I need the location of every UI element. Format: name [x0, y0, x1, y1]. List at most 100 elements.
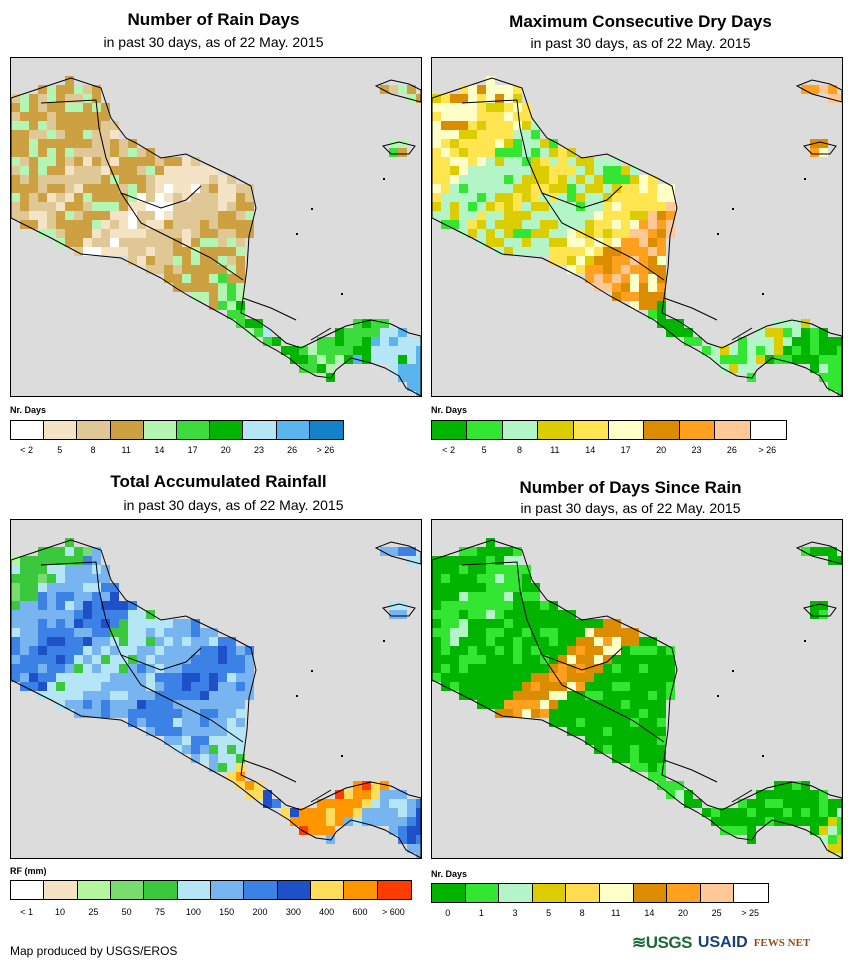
map-rain-days-svg — [11, 76, 421, 396]
coastline — [11, 77, 421, 396]
legend-tick-label: 14 — [585, 445, 596, 455]
legend-swatch — [44, 881, 78, 899]
legend-swatch — [77, 421, 111, 439]
country-border — [526, 619, 623, 671]
islet-dot — [717, 233, 719, 235]
island-outline — [374, 79, 421, 103]
country-border — [310, 789, 332, 803]
country-border — [120, 654, 172, 701]
legend-tick-label: < 2 — [442, 445, 456, 455]
legend-swatch — [679, 421, 716, 439]
legend-swatch — [750, 421, 786, 439]
legend-tick-label: 0 — [445, 908, 451, 918]
legend-2-label: Nr. Days — [431, 405, 468, 415]
usaid-logo: USAID — [697, 934, 748, 951]
legend-swatch — [599, 884, 634, 902]
legend-1-bar — [10, 420, 344, 440]
islet-dot — [383, 178, 385, 180]
legend-tick-label: 17 — [187, 445, 198, 455]
legend-swatch — [499, 884, 533, 902]
legend-tick-label: 5 — [57, 445, 63, 455]
panel-2-subtitle: in past 30 days, as of 22 May. 2015 — [530, 35, 751, 51]
country-border — [105, 157, 202, 209]
coastline — [432, 539, 842, 858]
islet-dot — [341, 755, 343, 757]
country-border — [663, 297, 718, 321]
islet-dot — [311, 208, 313, 210]
country-border — [541, 654, 593, 701]
map-pixel-grid — [11, 538, 421, 858]
map-pixel-grid — [432, 538, 842, 858]
legend-tick-label: 25 — [711, 908, 722, 918]
islet-dot — [296, 233, 298, 235]
legend-tick-label: 11 — [550, 445, 560, 455]
legend-tick-label: 50 — [121, 907, 132, 917]
panel-2-title: Maximum Consecutive Dry Days — [509, 12, 772, 31]
legend-tick-label: 14 — [644, 908, 655, 918]
legend-tick-label: 8 — [90, 445, 96, 455]
legend-swatch — [667, 884, 701, 902]
legend-swatch — [644, 421, 680, 439]
legend-tick-label: 17 — [620, 445, 631, 455]
legend-tick-label: 75 — [154, 907, 166, 917]
legend-1-ticks: < 2 5 8 11 14 17 20 23 26 > 26 — [10, 445, 342, 457]
legend-tick-label: 26 — [726, 445, 737, 455]
legend-swatch — [110, 421, 144, 439]
legend-swatch — [176, 421, 211, 439]
legend-swatch — [243, 421, 277, 439]
legend-tick-label: 10 — [54, 907, 66, 917]
legend-tick-label: > 26 — [316, 445, 335, 455]
map-pixel-grid — [432, 76, 842, 396]
legend-swatch — [465, 884, 500, 902]
legend-swatch — [432, 884, 466, 902]
legend-swatch — [502, 421, 539, 439]
legend-swatch — [734, 884, 768, 902]
legend-4-bar — [431, 883, 769, 903]
coastline — [11, 539, 421, 858]
legend-3-bar — [10, 880, 412, 900]
islet-dot — [732, 670, 734, 672]
country-border — [526, 157, 623, 209]
panel-1-title: Number of Rain Days — [127, 10, 300, 29]
panel-4-subtitle: in past 30 days, as of 22 May. 2015 — [520, 500, 741, 516]
country-border — [170, 699, 244, 743]
legend-swatch — [715, 421, 751, 439]
map-total-rainfall-svg — [11, 538, 421, 858]
legend-swatch — [11, 421, 45, 439]
legend-tick-label: > 26 — [758, 445, 777, 455]
country-border — [242, 297, 297, 321]
legend-tick-label: 150 — [219, 907, 235, 917]
legend-1-label: Nr. Days — [10, 405, 47, 415]
legend-tick-label: 300 — [285, 907, 301, 917]
map-days-since-rain-svg — [432, 538, 842, 858]
panel-4-title: Number of Days Since Rain — [519, 478, 742, 497]
legend-tick-label: 20 — [220, 445, 231, 455]
legend-tick-label: 11 — [121, 445, 131, 455]
country-border — [170, 237, 244, 281]
partner-logos: ≋USGS USAID FEWS NET — [632, 933, 810, 953]
legend-swatch — [244, 881, 278, 899]
legend-swatch — [143, 421, 177, 439]
legend-tick-label: 200 — [252, 907, 268, 917]
islet-dot — [804, 178, 806, 180]
legend-tick-label: 26 — [287, 445, 298, 455]
island-outline — [382, 603, 416, 617]
map-max-dry-days-svg — [432, 76, 842, 396]
country-border — [40, 99, 107, 159]
legend-swatch — [467, 421, 503, 439]
legend-4-ticks: 0 1 3 5 8 11 14 20 25 > 25 — [431, 908, 767, 920]
islet-dot — [804, 640, 806, 642]
map-pixel-grid — [11, 76, 421, 396]
legend-3-label: RF (mm) — [10, 866, 47, 876]
map-max-dry-days — [431, 57, 843, 397]
island-outline — [795, 541, 842, 565]
legend-tick-label: > 600 — [381, 907, 405, 917]
legend-tick-label: 5 — [546, 908, 552, 918]
country-border — [731, 327, 753, 341]
legend-tick-label: 8 — [579, 908, 585, 918]
country-border — [461, 99, 528, 159]
legend-tick-label: < 1 — [20, 907, 34, 917]
legend-tick-label: > 25 — [741, 908, 760, 918]
coastline — [432, 77, 842, 396]
legend-swatch — [309, 421, 343, 439]
